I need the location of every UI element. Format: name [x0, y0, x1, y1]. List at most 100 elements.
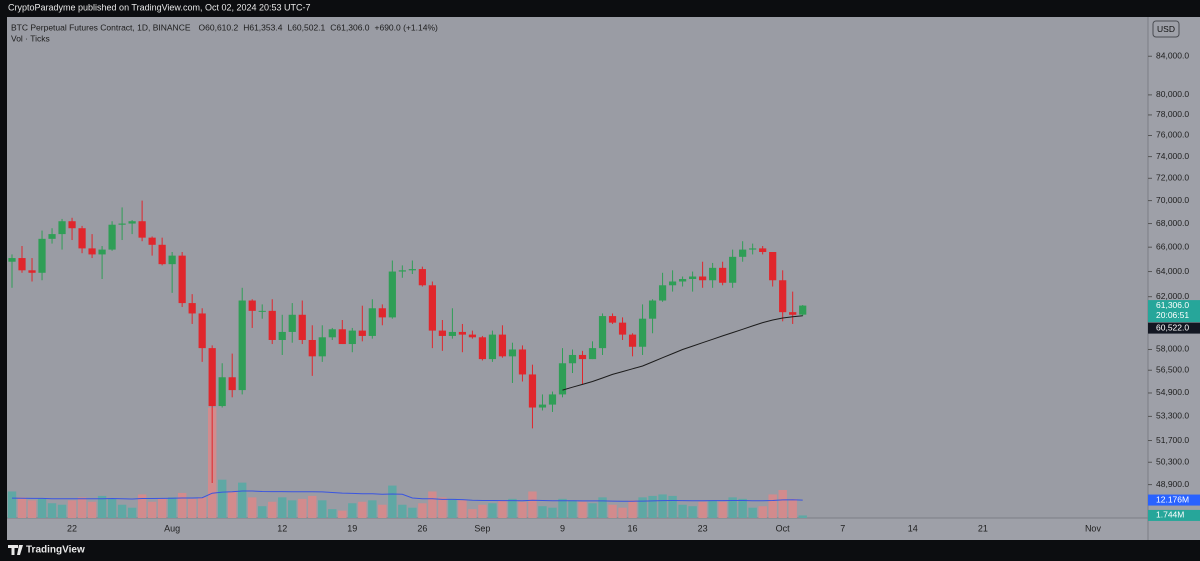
footer-brand: TradingView [26, 545, 85, 556]
volume-label: 1.744M [1156, 510, 1184, 520]
candle-body [508, 349, 517, 357]
volume-bar [378, 504, 387, 518]
plot-area [7, 17, 1148, 518]
candle-body [458, 331, 467, 335]
candle-body [448, 331, 456, 336]
candle-body [268, 310, 276, 340]
x-tick-label: Sep [474, 523, 490, 533]
candle-body [648, 300, 657, 319]
volume-ma-line [11, 490, 803, 502]
volume-label-box [1148, 509, 1200, 521]
candle-body [518, 349, 527, 375]
candle-body [658, 285, 667, 301]
candle-body [278, 331, 286, 340]
candle-body [739, 249, 747, 257]
price-axis [1148, 17, 1200, 540]
y-tick-label: 64,000.0 [1156, 266, 1189, 276]
candle-body [18, 258, 26, 271]
volume-bar [278, 497, 287, 518]
candle-body [248, 300, 256, 311]
candle-body [308, 339, 316, 357]
price-label: 61,306.0 [1156, 300, 1189, 310]
volume-bar [97, 495, 107, 518]
volume-bar [47, 503, 57, 518]
candle-body [88, 248, 96, 255]
candle-body [318, 337, 326, 357]
x-tick-label: 19 [347, 523, 357, 533]
candle-body [538, 404, 547, 408]
price-label-box [1148, 300, 1200, 323]
candle-body [468, 334, 477, 338]
legend-value: L60,502.1 [287, 22, 325, 32]
volume-bar [488, 503, 497, 518]
candle-body [678, 279, 687, 282]
x-tick-label: Nov [1085, 523, 1102, 533]
volume-bar [558, 498, 567, 518]
volume-bar [588, 503, 597, 518]
y-tick-label: 76,000.0 [1156, 130, 1189, 140]
volume-bar [57, 504, 67, 518]
currency[interactable]: USD [1157, 24, 1175, 34]
candle-body [558, 363, 567, 395]
volume-bar [758, 506, 767, 518]
candle-body [769, 251, 777, 281]
candle-body [759, 248, 767, 252]
volume-bar [728, 497, 737, 518]
volume-bar [618, 507, 627, 518]
volume-bar [167, 497, 177, 518]
volume-bar [638, 497, 647, 518]
volume-bar [508, 498, 517, 518]
candle-body [218, 377, 226, 407]
candle-body [688, 276, 697, 280]
volume-bar [418, 503, 427, 518]
candle-body [168, 255, 176, 265]
candle-body [418, 269, 426, 286]
candle-body [8, 258, 16, 262]
volume-bar [67, 500, 77, 518]
volume-bar [358, 501, 367, 518]
candle-body [358, 330, 366, 336]
candle-body [338, 329, 346, 345]
volume-bar [77, 497, 87, 518]
candle-body [498, 334, 507, 357]
x-tick-label: 14 [908, 523, 918, 533]
volume-bar [288, 500, 297, 518]
candle-body [28, 270, 36, 273]
volume-bar [468, 509, 477, 518]
candle-body [438, 330, 446, 336]
volume-bar [708, 500, 717, 518]
volume-bar [448, 498, 457, 518]
currency-box[interactable] [1152, 20, 1180, 38]
candle-body [368, 308, 376, 336]
volume-bar [117, 504, 127, 518]
x-tick-label: Oct [776, 523, 791, 533]
volume-bar [308, 495, 317, 518]
candle-body [178, 255, 186, 304]
candle-body [198, 313, 206, 349]
candle-body [108, 224, 116, 250]
y-tick-label: 68,000.0 [1156, 218, 1189, 228]
volume-label-box [1148, 494, 1200, 506]
candle-body [68, 221, 76, 229]
x-tick-label: 9 [560, 523, 565, 533]
x-tick-label: 12 [277, 523, 287, 533]
header: CryptoParadyme published on TradingView.… [8, 2, 311, 12]
volume-bar [7, 491, 17, 518]
volume-bar [548, 507, 557, 518]
candle-body [298, 314, 306, 340]
y-tick-label: 72,000.0 [1156, 173, 1189, 183]
x-tick-label: 7 [840, 523, 845, 533]
volume-bar [328, 509, 337, 518]
volume-bar [518, 501, 527, 518]
volume-bar [688, 506, 697, 518]
y-tick-label: 58,000.0 [1156, 344, 1189, 354]
volume-bar [17, 497, 27, 518]
candle-body [98, 249, 106, 255]
volume-bar [27, 500, 37, 518]
time-axis [7, 518, 1148, 540]
candle-body [789, 312, 797, 315]
y-tick-label: 78,000.0 [1156, 109, 1189, 119]
volume-bar [217, 479, 227, 518]
volume-bar [408, 507, 417, 518]
volume-bar [698, 501, 707, 518]
